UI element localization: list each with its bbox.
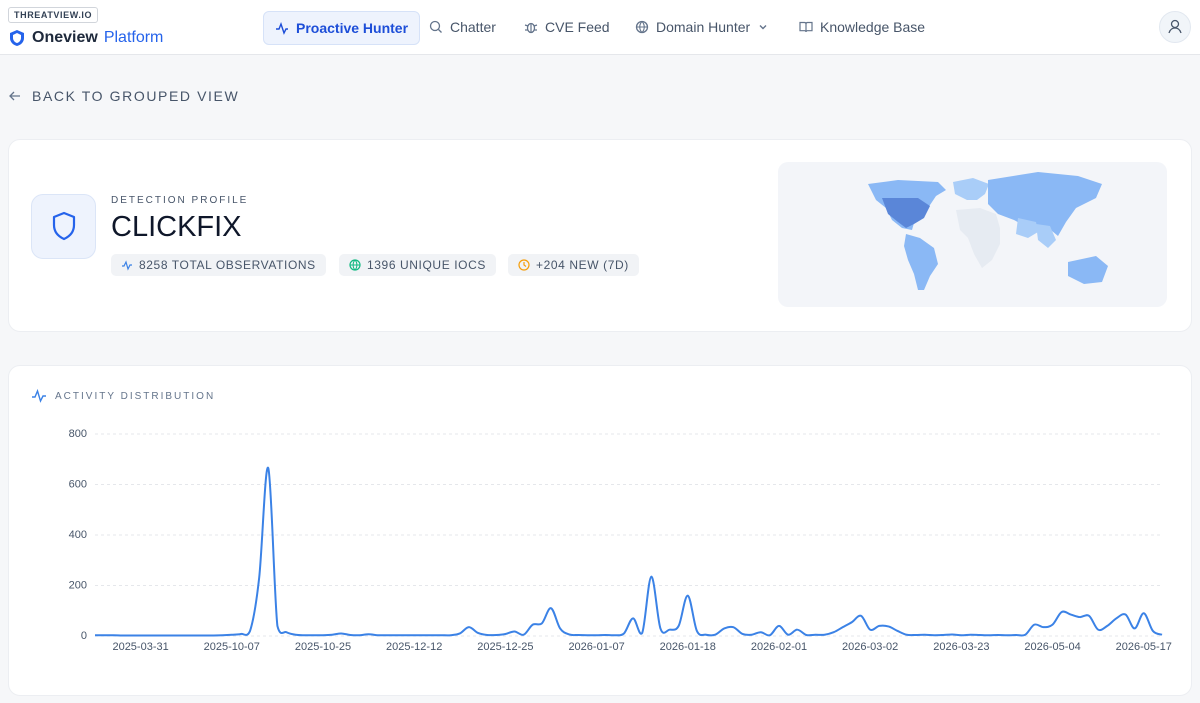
profile-title: CLICKFIX: [111, 211, 242, 243]
stat-label: +204 NEW (7D): [536, 258, 629, 272]
x-tick-label: 2026-03-02: [842, 641, 898, 653]
x-tick-label: 2026-03-23: [933, 641, 989, 653]
x-tick-label: 2026-05-17: [1116, 641, 1172, 653]
x-tick-label: 2026-05-04: [1024, 641, 1080, 653]
icon: [349, 259, 361, 271]
x-tick-label: 2025-03-31: [112, 641, 168, 653]
nav-label: CVE Feed: [545, 19, 610, 35]
x-tick-label: 2026-01-18: [660, 641, 716, 653]
icon: [276, 21, 288, 35]
world-map: [778, 162, 1167, 307]
brand-icon: [10, 30, 24, 46]
nav-label: Domain Hunter: [656, 19, 751, 35]
profile-icon: [31, 194, 96, 259]
line: [94, 467, 1163, 637]
icon: [52, 211, 76, 241]
x-tick-label: 2026-01-07: [568, 641, 624, 653]
stat-pill: +204 NEW (7D): [508, 254, 639, 276]
x-tick-label: 2025-12-12: [386, 641, 442, 653]
brand-suffix: Platform: [103, 29, 164, 46]
back-label: BACK TO GROUPED VIEW: [32, 88, 240, 104]
icon: [122, 260, 132, 271]
stat-label: 1396 UNIQUE IOCS: [367, 258, 486, 272]
header: [0, 0, 1200, 55]
icon: [524, 22, 538, 34]
back-link[interactable]: BACK TO GROUPED VIEW: [8, 88, 239, 104]
y-tick-label: 200: [69, 579, 87, 591]
nav-label: Knowledge Base: [820, 19, 926, 35]
brand-badge: THREATVIEW.IO: [8, 7, 99, 23]
nav-label: Proactive Hunter: [296, 20, 409, 36]
nav-item[interactable]: Chatter: [418, 11, 507, 43]
y-tick-label: 600: [69, 478, 87, 490]
chart-card: [8, 365, 1192, 696]
nav-item[interactable]: CVE Feed: [513, 11, 621, 43]
nav-item[interactable]: Proactive Hunter: [263, 11, 421, 45]
x-tick-label: 2026-02-01: [751, 641, 807, 653]
icon: [1168, 19, 1182, 34]
x-tick-label: 2025-12-25: [477, 641, 533, 653]
brand-name: Oneview: [32, 29, 98, 46]
chart-title: ACTIVITY DISTRIBUTION: [55, 391, 216, 402]
icon: [518, 259, 530, 271]
icon: [429, 20, 442, 33]
brand[interactable]: Oneview Platform: [8, 29, 163, 47]
chevron: [759, 25, 767, 30]
stat-pill: 8258 TOTAL OBSERVATIONS: [111, 254, 326, 276]
nav-label: Chatter: [450, 19, 496, 35]
nav-item[interactable]: Knowledge Base: [788, 11, 936, 43]
y-tick-label: 800: [69, 428, 87, 440]
icon: [635, 20, 649, 34]
y-tick-label: 0: [81, 630, 87, 642]
x-tick-label: 2025-10-25: [295, 641, 351, 653]
icon: [799, 21, 813, 33]
eyebrow: DETECTION PROFILE: [111, 195, 249, 206]
stat-label: 8258 TOTAL OBSERVATIONS: [139, 258, 316, 272]
x-tick-label: 2025-10-07: [204, 641, 260, 653]
y-tick-label: 400: [69, 529, 87, 541]
stat-pill: 1396 UNIQUE IOCS: [339, 254, 496, 276]
icon: [9, 91, 20, 101]
chart-icon: [32, 388, 46, 403]
nav-item[interactable]: Domain Hunter: [624, 11, 780, 43]
avatar[interactable]: [1159, 11, 1191, 43]
